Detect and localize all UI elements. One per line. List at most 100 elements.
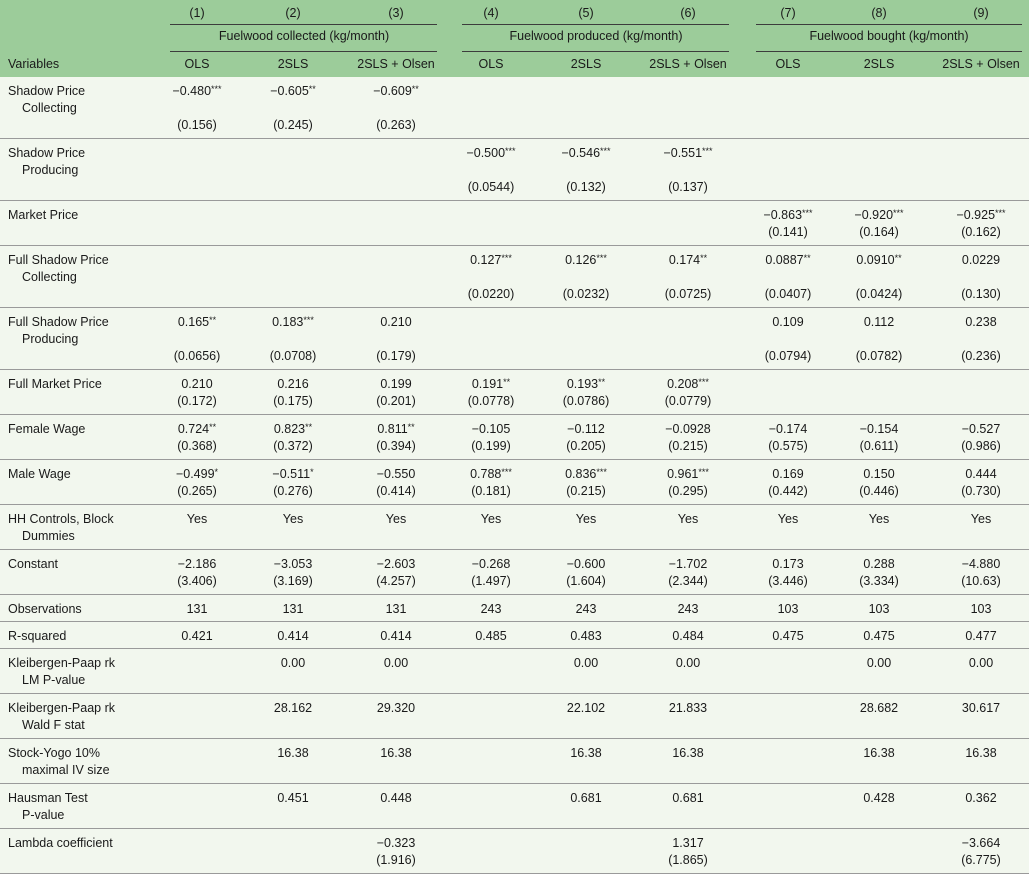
coefficient-value: 131 (385, 602, 407, 616)
standard-error: (0.0778) (467, 394, 515, 408)
coefficient-value: −0.0928 (665, 422, 711, 436)
variables-label: Variables (8, 57, 60, 71)
coefficient-value: 0.961 (667, 467, 699, 481)
coefficient-cell: −0.511* (272, 466, 313, 483)
coefficient-value: Yes (385, 512, 407, 526)
coefficient-value: 0.127 (470, 253, 502, 267)
coefficient-cell: −0.925*** (956, 207, 1005, 224)
row-divider (0, 738, 1029, 739)
standard-error: (0.295) (668, 484, 708, 498)
coefficient-cell: −0.174 (769, 421, 808, 438)
coefficient-cell: −0.268 (472, 556, 511, 573)
standard-error: (10.63) (961, 574, 1001, 588)
coefficient-cell: 16.38 (965, 745, 996, 762)
coefficient-value: 0.444 (965, 467, 997, 481)
row-label: Shadow Price Producing (8, 145, 85, 179)
table-row (0, 595, 1029, 622)
coefficient-cell: 0.724** (178, 421, 216, 438)
significance-stars: *** (501, 253, 512, 263)
standard-error: (0.199) (471, 439, 511, 453)
coefficient-value: 0.0910 (856, 253, 895, 267)
coefficient-value: 0.823 (273, 422, 306, 436)
group-title-rule (756, 51, 1022, 52)
coefficient-value: 0.483 (570, 629, 602, 643)
coefficient-value: 0.0887 (765, 253, 804, 267)
column-number: (1) (189, 6, 205, 20)
row-label-line: Collecting (22, 270, 77, 284)
row-label-line: LM P-value (22, 673, 86, 687)
standard-error: (0.263) (376, 118, 416, 132)
standard-error: (0.164) (859, 225, 899, 239)
column-number: (3) (388, 6, 404, 20)
coefficient-value: 28.682 (859, 701, 899, 715)
row-label-line: P-value (22, 808, 65, 822)
table-row (0, 460, 1029, 505)
coefficient-value: 0.193 (566, 377, 599, 391)
standard-error: (0.0232) (562, 287, 610, 301)
coefficient-cell: 0.0910** (856, 252, 901, 269)
standard-error: (1.604) (566, 574, 606, 588)
coefficient-value: 0.191 (471, 377, 504, 391)
row-label: Stock-Yogo 10% maximal IV size (8, 745, 110, 779)
coefficient-value: −0.105 (471, 422, 511, 436)
standard-error: (0.368) (177, 439, 217, 453)
row-label-line: Collecting (22, 101, 77, 115)
coefficient-cell: 0.475 (772, 628, 803, 645)
significance-stars: ** (305, 422, 313, 432)
column-number: (2) (285, 6, 301, 20)
coefficient-cell: 0.00 (676, 655, 700, 672)
coefficient-value: −0.268 (471, 557, 511, 571)
column-number: (5) (578, 6, 594, 20)
group-title: Fuelwood bought (kg/month) (809, 29, 969, 43)
row-divider (0, 245, 1029, 246)
row-label: Hausman Test P-value (8, 790, 88, 824)
coefficient-cell: 0.173 (772, 556, 803, 573)
row-divider (0, 594, 1029, 595)
coefficient-value: 0.0229 (961, 253, 1001, 267)
standard-error: (0.611) (859, 439, 899, 453)
standard-error: (0.179) (376, 349, 416, 363)
standard-error: (0.215) (668, 439, 708, 453)
coefficient-cell: 30.617 (962, 700, 1000, 717)
coefficient-value: −3.664 (961, 836, 1001, 850)
standard-error: (0.236) (961, 349, 1001, 363)
coefficient-value: 0.475 (772, 629, 804, 643)
table-row (0, 415, 1029, 460)
column-number: (9) (973, 6, 989, 20)
coefficient-cell: 0.0887** (765, 252, 810, 269)
row-label-line: Producing (22, 163, 79, 177)
coefficient-cell: 0.0229 (962, 252, 1000, 269)
standard-error: (0.205) (566, 439, 606, 453)
standard-error: (0.137) (668, 180, 708, 194)
coefficient-value: 30.617 (961, 701, 1001, 715)
coefficient-cell: 0.681 (570, 790, 601, 807)
coefficient-value: −0.154 (859, 422, 899, 436)
coefficient-value: 0.183 (272, 315, 304, 329)
significance-stars: ** (209, 315, 217, 325)
row-divider (0, 307, 1029, 308)
coefficient-value: 0.112 (863, 315, 895, 329)
coefficient-cell: −3.053 (274, 556, 313, 573)
significance-stars: *** (702, 146, 713, 156)
coefficient-cell: 0.210 (181, 376, 212, 393)
coefficient-cell: 0.448 (380, 790, 411, 807)
coefficient-cell: 16.38 (570, 745, 601, 762)
coefficient-value: −1.702 (668, 557, 708, 571)
coefficient-cell: 0.00 (867, 655, 891, 672)
column-number: (4) (483, 6, 499, 20)
row-label-line: Kleibergen-Paap rk (8, 701, 116, 715)
method-label: 2SLS (570, 57, 602, 71)
row-label: R-squared (8, 628, 66, 645)
row-label: Full Shadow Price Collecting (8, 252, 109, 286)
standard-error: (0.141) (768, 225, 808, 239)
significance-stars: ** (209, 422, 217, 432)
row-label-line: R-squared (8, 629, 67, 643)
coefficient-value: 0.811 (377, 422, 408, 436)
coefficient-cell: 0.210 (380, 314, 411, 331)
coefficient-cell: 0.288 (863, 556, 894, 573)
coefficient-cell: 0.483 (570, 628, 601, 645)
coefficient-value: 0.421 (181, 629, 213, 643)
coefficient-value: 0.724 (177, 422, 210, 436)
coefficient-cell: Yes (869, 511, 889, 528)
